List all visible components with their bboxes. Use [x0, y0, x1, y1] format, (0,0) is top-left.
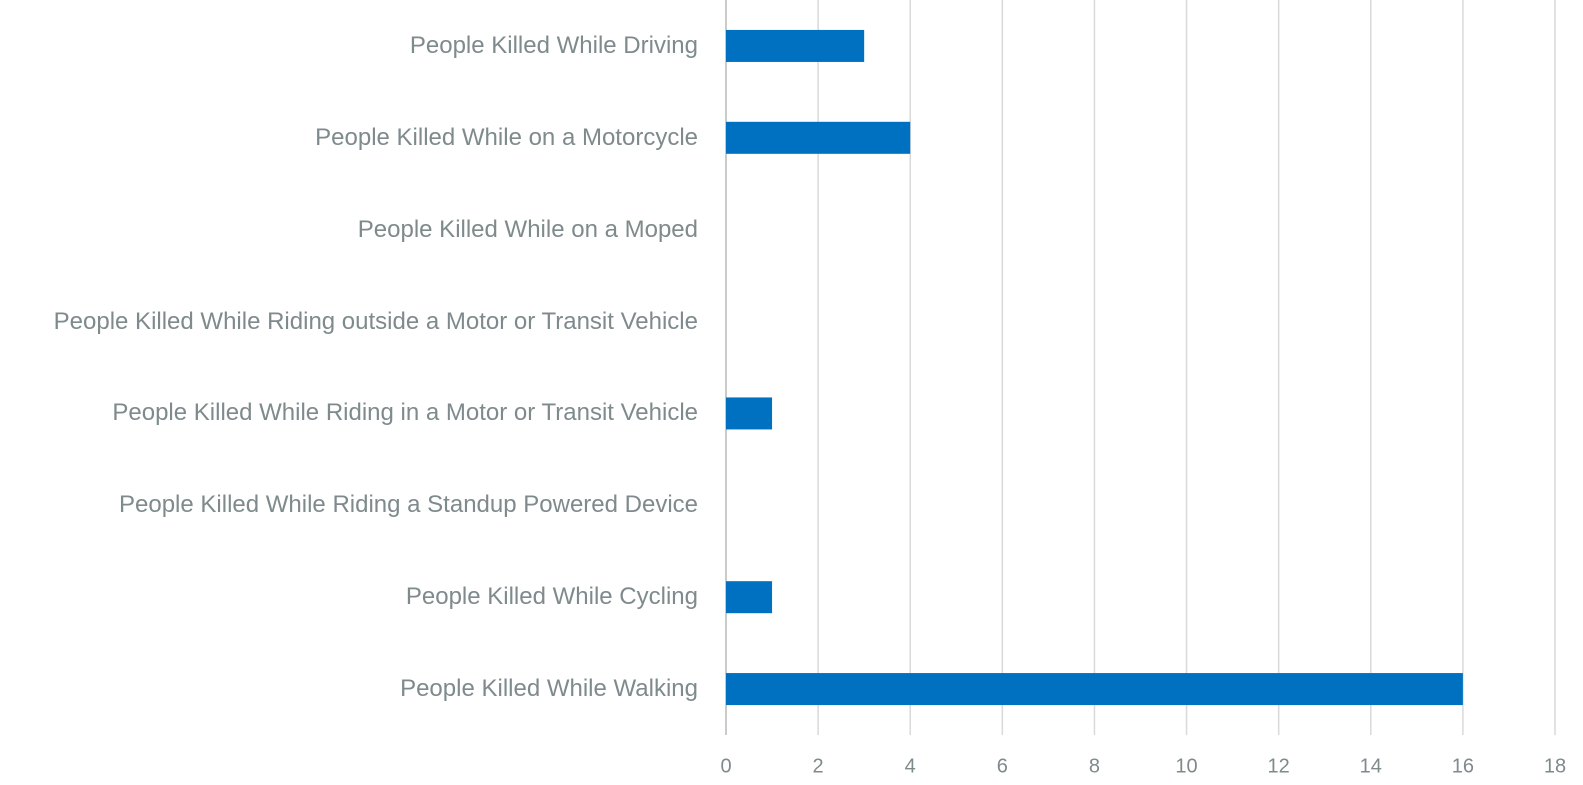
x-tick-label: 2 [813, 755, 824, 777]
y-tick-label: People Killed While Riding outside a Mot… [53, 307, 698, 335]
bar [726, 673, 1463, 706]
x-tick-label: 6 [997, 755, 1008, 777]
bar [726, 581, 773, 614]
x-tick-label: 4 [905, 755, 916, 777]
x-tick-label: 16 [1452, 755, 1474, 777]
y-tick-label: People Killed While Riding a Standup Pow… [119, 491, 698, 519]
x-tick-label: 12 [1268, 755, 1290, 777]
y-tick-label: People Killed While Driving [409, 31, 698, 59]
y-tick-label: People Killed While on a Motorcycle [315, 123, 698, 151]
x-tick-label: 18 [1544, 755, 1566, 777]
x-tick-label: 10 [1175, 755, 1197, 777]
y-tick-label: People Killed While on a Moped [357, 215, 698, 243]
y-tick-label: People Killed While Riding in a Motor or… [112, 399, 698, 427]
bar [726, 29, 865, 62]
x-tick-label: 14 [1360, 755, 1382, 777]
x-tick-label: 0 [720, 755, 731, 777]
bar [726, 397, 773, 430]
x-tick-label: 8 [1089, 755, 1100, 777]
y-tick-label: People Killed While Cycling [405, 583, 698, 611]
bar [726, 121, 911, 154]
y-tick-label: People Killed While Walking [400, 675, 698, 703]
